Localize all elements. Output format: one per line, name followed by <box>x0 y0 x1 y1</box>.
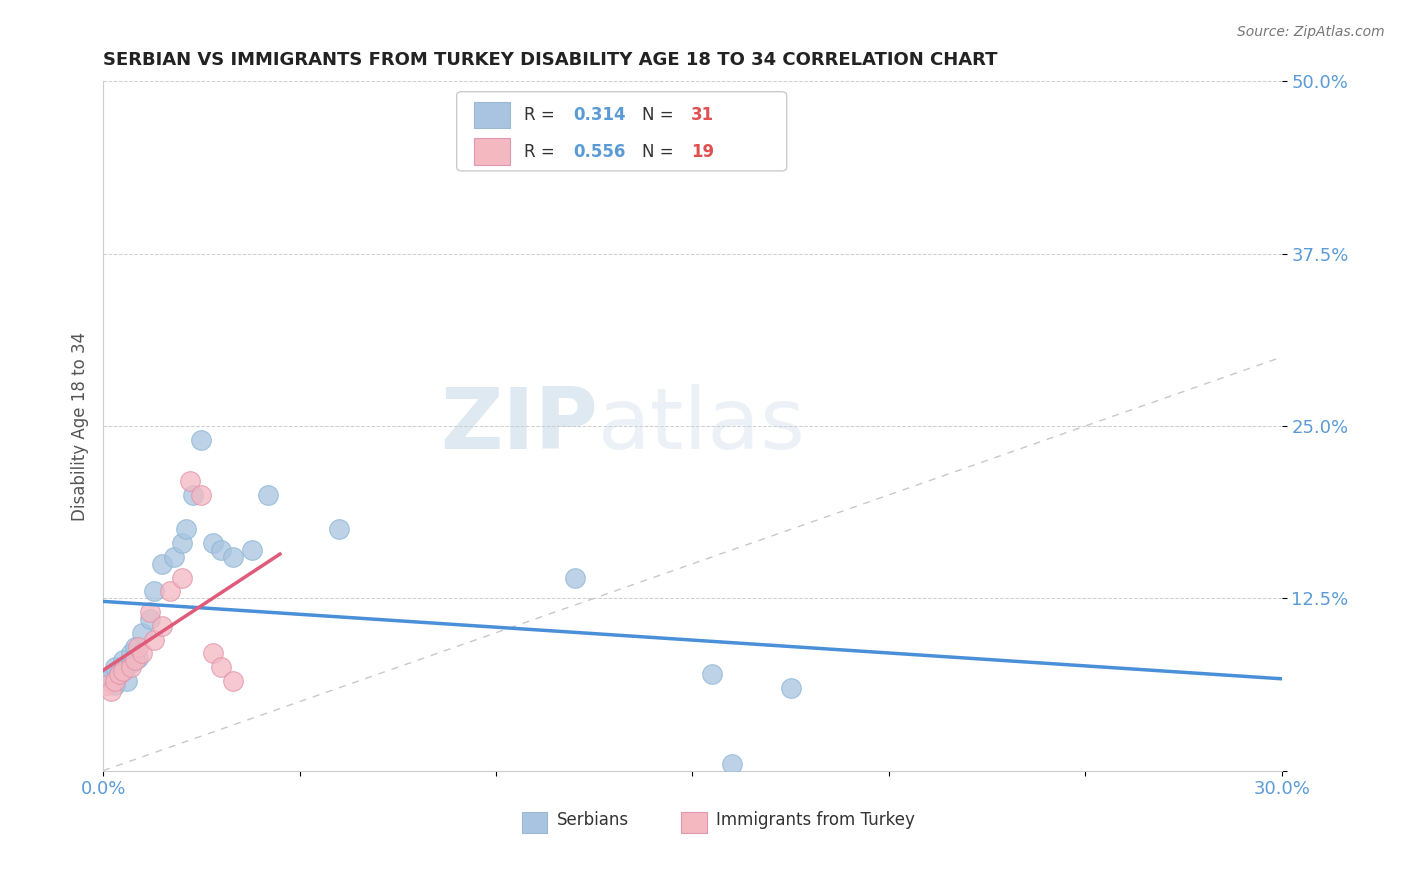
Text: N =: N = <box>641 143 679 161</box>
FancyBboxPatch shape <box>474 138 510 165</box>
Text: ZIP: ZIP <box>440 384 598 467</box>
Point <box>100 670 122 684</box>
FancyBboxPatch shape <box>474 103 510 128</box>
Point <box>127 640 149 654</box>
Text: Serbians: Serbians <box>557 811 628 830</box>
Point <box>139 605 162 619</box>
Point <box>328 522 350 536</box>
Point <box>124 653 146 667</box>
Text: R =: R = <box>524 143 560 161</box>
Point <box>111 653 134 667</box>
Text: R =: R = <box>524 106 560 124</box>
Point <box>111 665 134 679</box>
Text: 0.314: 0.314 <box>574 106 626 124</box>
Point <box>131 625 153 640</box>
Point <box>190 433 212 447</box>
Point <box>96 673 118 688</box>
Point <box>700 667 723 681</box>
Text: Source: ZipAtlas.com: Source: ZipAtlas.com <box>1237 25 1385 39</box>
Point <box>209 660 232 674</box>
Point <box>143 584 166 599</box>
Point <box>150 557 173 571</box>
Point <box>242 543 264 558</box>
Point <box>111 665 134 679</box>
Point <box>179 474 201 488</box>
Point <box>163 549 186 564</box>
Point <box>104 678 127 692</box>
Text: atlas: atlas <box>598 384 806 467</box>
Point <box>222 549 245 564</box>
Text: 19: 19 <box>692 143 714 161</box>
Y-axis label: Disability Age 18 to 34: Disability Age 18 to 34 <box>72 332 89 521</box>
Point <box>120 660 142 674</box>
Point <box>143 632 166 647</box>
Point <box>779 681 801 695</box>
Point <box>131 647 153 661</box>
Text: 31: 31 <box>692 106 714 124</box>
Point <box>190 488 212 502</box>
Point <box>150 619 173 633</box>
Point <box>96 678 118 692</box>
Point <box>115 673 138 688</box>
Point <box>120 647 142 661</box>
Point <box>209 543 232 558</box>
Text: N =: N = <box>641 106 679 124</box>
FancyBboxPatch shape <box>522 812 547 832</box>
FancyBboxPatch shape <box>681 812 707 832</box>
Point <box>139 612 162 626</box>
Point <box>222 673 245 688</box>
Text: 0.556: 0.556 <box>574 143 626 161</box>
Point <box>159 584 181 599</box>
Text: SERBIAN VS IMMIGRANTS FROM TURKEY DISABILITY AGE 18 TO 34 CORRELATION CHART: SERBIAN VS IMMIGRANTS FROM TURKEY DISABI… <box>103 51 998 69</box>
Point <box>170 536 193 550</box>
Point <box>170 571 193 585</box>
FancyBboxPatch shape <box>457 92 787 171</box>
Point <box>257 488 280 502</box>
Point <box>104 660 127 674</box>
Point <box>183 488 205 502</box>
Point <box>120 656 142 670</box>
Point <box>720 756 742 771</box>
Point <box>100 683 122 698</box>
Point <box>202 647 225 661</box>
Point <box>174 522 197 536</box>
Point <box>124 640 146 654</box>
Point <box>202 536 225 550</box>
Point <box>108 667 131 681</box>
Point <box>108 667 131 681</box>
Point <box>564 571 586 585</box>
Point <box>104 673 127 688</box>
Text: Immigrants from Turkey: Immigrants from Turkey <box>716 811 915 830</box>
Point <box>127 650 149 665</box>
